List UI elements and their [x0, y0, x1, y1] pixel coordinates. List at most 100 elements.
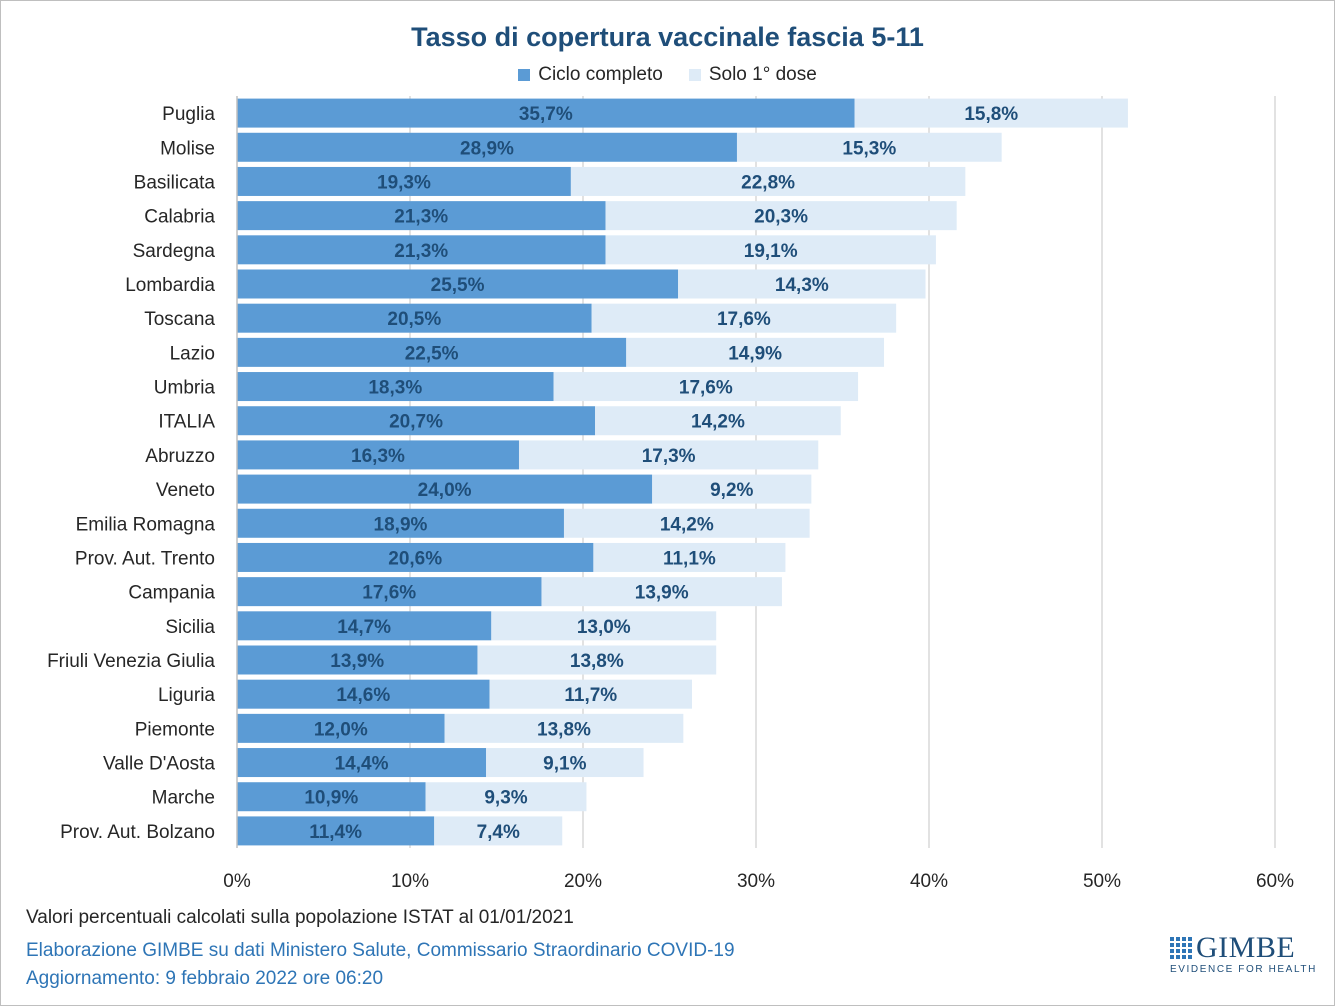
chart-plot: Puglia 35,7% 15,8% Molise 28,9% 15,3% Basilica… — [47, 96, 1294, 892]
category-label-campania: Campania — [128, 583, 215, 604]
category-label-italia: ITALIA — [158, 412, 215, 433]
data-label-solo-prima-dose-friuli-venezia-giulia: 13,8% — [570, 651, 624, 672]
footnote-source: Elaborazione GIMBE su dati Ministero Sal… — [26, 940, 735, 961]
x-tick-label-40: 40% — [910, 871, 948, 892]
legend: Ciclo completo Solo 1° dose — [0, 64, 1335, 86]
bar-ciclo-completo-liguria — [237, 679, 490, 709]
data-label-solo-prima-dose-marche: 9,3% — [484, 788, 527, 809]
data-label-ciclo-completo-umbria: 18,3% — [368, 378, 422, 399]
bar-solo-prima-dose-molise — [736, 132, 1002, 162]
bar-ciclo-completo-sardegna — [237, 235, 606, 265]
data-label-ciclo-completo-calabria: 21,3% — [394, 207, 448, 228]
bar-solo-prima-dose-umbria — [553, 372, 859, 402]
data-label-ciclo-completo-basilicata: 19,3% — [377, 172, 431, 193]
bar-solo-prima-dose-marche — [425, 782, 587, 812]
category-label-emilia-romagna: Emilia Romagna — [76, 514, 216, 535]
category-label-abruzzo: Abruzzo — [145, 446, 215, 467]
category-label-sardegna: Sardegna — [133, 241, 216, 262]
data-label-solo-prima-dose-liguria: 11,7% — [564, 685, 617, 706]
bar-ciclo-completo-toscana — [237, 303, 592, 333]
footnote-population: Valori percentuali calcolati sulla popol… — [26, 907, 574, 928]
data-label-ciclo-completo-toscana: 20,5% — [387, 309, 441, 330]
bar-solo-prima-dose-calabria — [605, 201, 957, 231]
bar-ciclo-completo-veneto — [237, 474, 653, 504]
category-label-prov-aut-trento: Prov. Aut. Trento — [75, 548, 215, 569]
category-label-basilicata: Basilicata — [134, 172, 216, 193]
logo-tagline: EVIDENCE FOR HEALTH — [1170, 964, 1317, 975]
category-label-lazio: Lazio — [170, 343, 215, 364]
bar-ciclo-completo-prov-aut-bolzano — [237, 816, 435, 846]
data-label-solo-prima-dose-puglia: 15,8% — [964, 104, 1018, 125]
x-tick-label-60: 60% — [1256, 871, 1294, 892]
bar-solo-prima-dose-lombardia — [678, 269, 926, 299]
data-label-ciclo-completo-italia: 20,7% — [389, 412, 443, 433]
legend-label-solo-prima-dose: Solo 1° dose — [708, 64, 817, 85]
bar-ciclo-completo-piemonte — [237, 713, 445, 743]
data-label-solo-prima-dose-emilia-romagna: 14,2% — [660, 514, 714, 535]
category-label-umbria: Umbria — [154, 378, 216, 399]
bar-ciclo-completo-abruzzo — [237, 440, 519, 470]
data-label-solo-prima-dose-abruzzo: 17,3% — [642, 446, 696, 467]
category-label-calabria: Calabria — [144, 207, 215, 228]
bar-solo-prima-dose-abruzzo — [518, 440, 819, 470]
x-tick-label-30: 30% — [737, 871, 775, 892]
bar-solo-prima-dose-basilicata — [570, 166, 966, 196]
category-label-toscana: Toscana — [144, 309, 215, 330]
data-label-ciclo-completo-emilia-romagna: 18,9% — [374, 514, 428, 535]
data-label-solo-prima-dose-valle-d-aosta: 9,1% — [543, 754, 586, 775]
data-label-solo-prima-dose-lazio: 14,9% — [728, 343, 782, 364]
bar-ciclo-completo-valle-d-aosta — [237, 748, 487, 778]
data-label-ciclo-completo-puglia: 35,7% — [519, 104, 573, 125]
bar-solo-prima-dose-piemonte — [444, 713, 684, 743]
legend-item-solo-prima-dose: Solo 1° dose — [688, 64, 817, 86]
data-label-ciclo-completo-abruzzo: 16,3% — [351, 446, 405, 467]
data-label-solo-prima-dose-prov-aut-trento: 11,1% — [663, 548, 716, 569]
data-label-ciclo-completo-campania: 17,6% — [362, 583, 416, 604]
bar-ciclo-completo-sicilia — [237, 611, 492, 641]
bar-ciclo-completo-marche — [237, 782, 426, 812]
logo-wordmark: GIMBE — [1196, 931, 1296, 964]
bar-ciclo-completo-lombardia — [237, 269, 679, 299]
category-label-sicilia: Sicilia — [165, 617, 215, 638]
data-label-ciclo-completo-liguria: 14,6% — [336, 685, 390, 706]
bar-ciclo-completo-basilicata — [237, 166, 571, 196]
bar-solo-prima-dose-emilia-romagna — [563, 508, 810, 538]
category-label-marche: Marche — [152, 788, 215, 809]
bar-solo-prima-dose-prov-aut-bolzano — [434, 816, 563, 846]
bar-solo-prima-dose-toscana — [591, 303, 897, 333]
bar-ciclo-completo-molise — [237, 132, 737, 162]
category-label-piemonte: Piemonte — [135, 719, 215, 740]
category-label-molise: Molise — [160, 138, 215, 159]
x-tick-label-20: 20% — [564, 871, 602, 892]
legend-swatch-ciclo-completo — [518, 69, 531, 81]
data-label-solo-prima-dose-lombardia: 14,3% — [775, 275, 829, 296]
data-label-solo-prima-dose-molise: 15,3% — [842, 138, 896, 159]
category-label-liguria: Liguria — [158, 685, 215, 706]
bar-ciclo-completo-prov-aut-trento — [237, 542, 594, 572]
bar-ciclo-completo-friuli-venezia-giulia — [237, 645, 478, 675]
data-label-solo-prima-dose-veneto: 9,2% — [710, 480, 753, 501]
data-label-ciclo-completo-sicilia: 14,7% — [337, 617, 391, 638]
x-tick-label-0: 0% — [223, 871, 251, 892]
bar-solo-prima-dose-liguria — [489, 679, 692, 709]
x-tick-label-10: 10% — [391, 871, 429, 892]
data-label-solo-prima-dose-calabria: 20,3% — [754, 207, 808, 228]
data-label-solo-prima-dose-umbria: 17,6% — [679, 378, 733, 399]
bar-solo-prima-dose-prov-aut-trento — [593, 542, 786, 572]
bar-solo-prima-dose-lazio — [626, 337, 885, 367]
category-label-valle-d-aosta: Valle D'Aosta — [103, 754, 215, 775]
data-label-ciclo-completo-lombardia: 25,5% — [431, 275, 485, 296]
data-label-ciclo-completo-friuli-venezia-giulia: 13,9% — [330, 651, 384, 672]
bar-ciclo-completo-lazio — [237, 337, 627, 367]
category-label-friuli-venezia-giulia: Friuli Venezia Giulia — [47, 651, 215, 672]
x-tick-label-50: 50% — [1083, 871, 1121, 892]
bar-solo-prima-dose-sardegna — [605, 235, 936, 265]
bar-ciclo-completo-umbria — [237, 372, 554, 402]
data-label-ciclo-completo-veneto: 24,0% — [418, 480, 472, 501]
legend-label-ciclo-completo: Ciclo completo — [538, 64, 663, 85]
data-label-solo-prima-dose-prov-aut-bolzano: 7,4% — [477, 822, 520, 843]
category-label-veneto: Veneto — [156, 480, 215, 501]
data-label-ciclo-completo-prov-aut-bolzano: 11,4% — [309, 822, 362, 843]
category-label-puglia: Puglia — [162, 104, 215, 125]
data-label-solo-prima-dose-sicilia: 13,0% — [577, 617, 631, 638]
